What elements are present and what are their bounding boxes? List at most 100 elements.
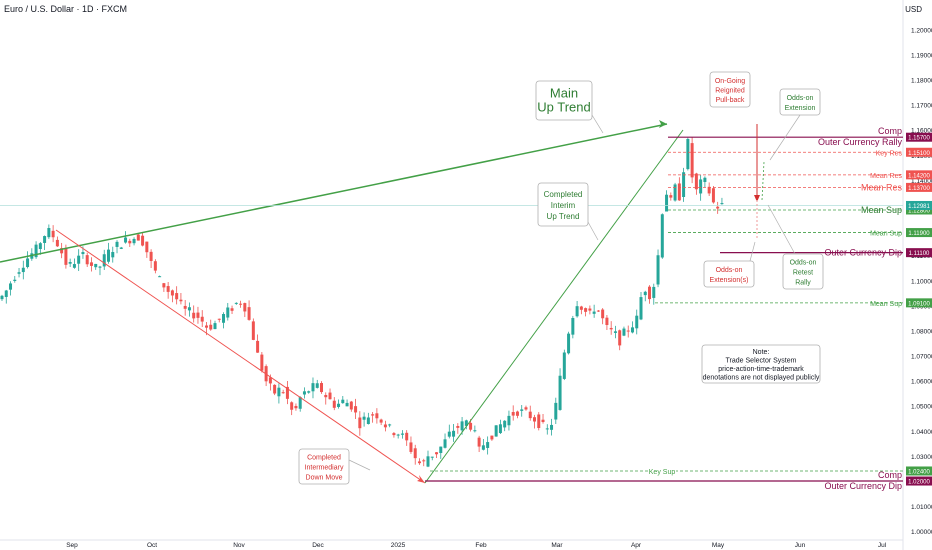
candle-body	[716, 206, 720, 209]
candle-body	[711, 188, 715, 203]
level-label: Outer Currency Rally	[818, 137, 903, 147]
candle-body	[132, 238, 136, 244]
level-label: Outer Currency Dip	[824, 481, 902, 491]
level-label-bg	[648, 465, 676, 476]
candle-body	[528, 411, 532, 419]
candle-body	[452, 430, 456, 437]
level-label: Mean Res	[870, 173, 902, 180]
candle-body	[498, 424, 502, 434]
annotation-connector	[591, 114, 604, 134]
candle-body	[0, 295, 4, 300]
candle-body	[170, 290, 174, 296]
candle-body	[396, 434, 400, 436]
y-tick-label: 1.04000	[911, 429, 932, 436]
candle-body	[383, 424, 387, 428]
candle-body	[626, 330, 630, 332]
candle-body	[187, 307, 191, 311]
candle-body	[337, 403, 341, 407]
x-tick-label: Sep	[66, 542, 78, 549]
candle-body	[388, 424, 392, 426]
candle-body	[473, 430, 477, 432]
y-tick-label: 1.16000	[911, 128, 932, 135]
interim-up-trend-line	[424, 129, 684, 484]
candle-body	[162, 283, 166, 288]
candle-body	[503, 420, 507, 428]
y-tick-label: 1.05000	[911, 404, 932, 411]
level-label: Mean Res	[861, 182, 903, 192]
level-price-text: 1.11900	[908, 231, 930, 237]
candle-body	[166, 286, 170, 292]
candle-body	[4, 290, 8, 297]
candle-body	[613, 331, 617, 333]
x-tick-label: Jul	[878, 542, 887, 549]
candle-body	[213, 323, 217, 330]
candle-body	[567, 333, 571, 354]
candle-body	[119, 247, 123, 249]
candle-body	[665, 194, 669, 212]
y-tick-label: 1.03000	[911, 454, 932, 461]
candle-body	[690, 143, 694, 178]
annotation-text: denotations are not displayed publicly	[703, 374, 820, 381]
annotation-text: Completed	[544, 190, 583, 199]
candle-body	[200, 316, 204, 322]
candle-body	[21, 267, 25, 273]
candle-body	[511, 412, 515, 416]
candle-body	[601, 309, 605, 319]
x-tick-label: Oct	[147, 542, 157, 549]
candle-body	[60, 248, 64, 254]
candle-body	[533, 417, 536, 422]
candle-body	[588, 308, 592, 311]
level-label: Mean Sup	[870, 231, 902, 238]
candle-body	[153, 261, 157, 271]
candle-body	[550, 424, 554, 430]
candle-body	[307, 391, 311, 393]
candle-body	[320, 383, 323, 393]
intermediary-down-line	[55, 229, 426, 484]
annotation-connector	[749, 241, 756, 262]
annotation-text: Interim	[551, 201, 576, 210]
candle-body	[315, 383, 319, 388]
candle-body	[366, 417, 370, 425]
candle-body	[524, 407, 528, 410]
level-price-text: 1.02400	[908, 469, 930, 475]
candle-body	[179, 299, 183, 302]
candle-body	[183, 305, 187, 309]
annotation-box	[537, 182, 589, 227]
annotation-text: Odds-on	[790, 260, 817, 267]
level-price-badge	[906, 205, 932, 215]
annotation-connector	[348, 459, 371, 471]
candle-body	[537, 414, 541, 429]
y-tick-label: 1.17000	[911, 103, 932, 110]
level-price-badge	[906, 132, 932, 142]
annotation-connector	[769, 114, 801, 161]
candle-body	[111, 252, 115, 258]
x-tick-label: Apr	[631, 542, 642, 549]
candle-body	[618, 330, 622, 346]
candle-body	[460, 421, 464, 431]
annotation-text: Reignited	[715, 87, 745, 94]
candle-body	[379, 419, 383, 423]
candle-body	[136, 234, 140, 241]
annotation-text: Down Move	[306, 475, 343, 482]
y-tick-label: 1.00000	[911, 529, 932, 536]
x-tick-label: Feb	[475, 542, 487, 549]
candle-body	[345, 402, 349, 407]
extension-up-projection	[761, 161, 765, 201]
candle-body	[17, 272, 21, 274]
y-tick-label: 1.01000	[911, 504, 932, 511]
candle-body	[328, 392, 332, 400]
candle-body	[558, 375, 562, 410]
candle-body	[371, 414, 375, 416]
candle-body	[68, 262, 72, 264]
candle-body	[298, 397, 302, 409]
y-tick-label: 1.20000	[911, 27, 932, 34]
candle-body	[128, 240, 132, 244]
candle-body	[107, 249, 110, 262]
candle-body	[575, 306, 579, 317]
candle-body	[707, 186, 711, 194]
candle-body	[652, 286, 656, 298]
candle-body	[494, 425, 498, 437]
candle-body	[324, 394, 328, 398]
candle-body	[354, 406, 358, 413]
